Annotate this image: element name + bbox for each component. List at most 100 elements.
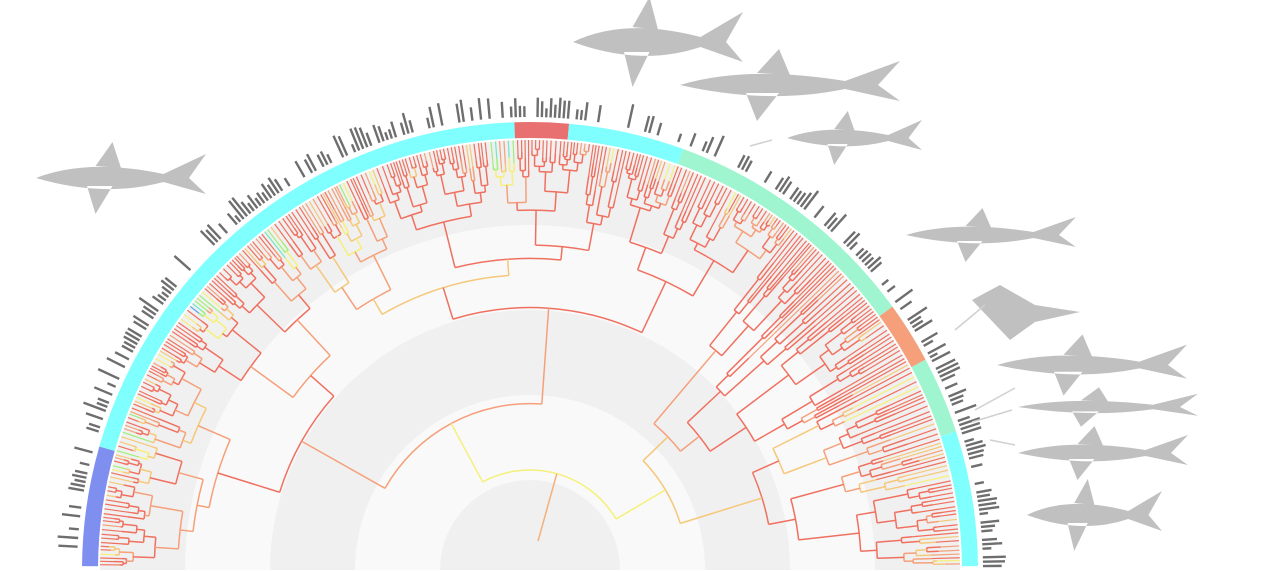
- trait-bar: [737, 154, 746, 169]
- tip-branch: [151, 365, 163, 373]
- branch: [315, 264, 336, 293]
- branch: [709, 311, 738, 347]
- branch: [857, 419, 876, 429]
- tip-branch: [562, 141, 566, 154]
- branch: [885, 484, 905, 491]
- tip-branch: [932, 484, 952, 490]
- tip-branch: [545, 140, 548, 158]
- branch: [494, 169, 498, 178]
- branch: [396, 192, 400, 200]
- branch: [123, 462, 128, 466]
- trait-bar: [643, 115, 651, 133]
- branch: [765, 276, 784, 298]
- trait-bar: [966, 443, 986, 452]
- branch: [815, 404, 840, 419]
- branch: [778, 235, 783, 241]
- branch: [208, 307, 213, 312]
- branch: [910, 503, 923, 508]
- branch: [237, 265, 244, 272]
- tip-branch: [335, 185, 345, 202]
- branch: [475, 160, 478, 168]
- tip-branch: [569, 141, 573, 156]
- tip-branch: [238, 252, 250, 265]
- branch: [919, 495, 932, 500]
- branch: [341, 208, 350, 222]
- branch: [817, 397, 842, 412]
- branch: [742, 295, 766, 322]
- tip-branch: [266, 229, 284, 250]
- tip-branch: [810, 260, 830, 281]
- branch: [316, 237, 331, 260]
- trait-bar: [929, 352, 938, 359]
- tip-branch: [861, 316, 879, 329]
- tip-branch: [930, 553, 960, 556]
- branch: [334, 219, 338, 225]
- trait-bar: [979, 511, 989, 516]
- branch: [381, 238, 388, 250]
- tip-branch: [126, 421, 141, 428]
- tip-branch: [865, 321, 882, 333]
- branch: [229, 274, 233, 278]
- branch: [300, 255, 312, 270]
- branch: [723, 208, 728, 214]
- branch: [896, 525, 918, 529]
- branch: [604, 166, 608, 172]
- branch: [401, 169, 405, 177]
- tip-branch: [769, 216, 776, 226]
- tree-branches: [100, 140, 960, 566]
- branch: [138, 429, 143, 433]
- branch: [161, 402, 167, 406]
- trait-bar: [677, 133, 683, 143]
- branch: [372, 298, 383, 315]
- trait-bar: [74, 446, 93, 454]
- tip-branch: [189, 305, 200, 314]
- branch: [234, 302, 241, 309]
- tip-branch: [342, 182, 353, 202]
- branch: [152, 388, 159, 393]
- branch: [123, 459, 129, 462]
- branch: [931, 511, 942, 515]
- tip-branch: [305, 202, 320, 227]
- branch: [726, 211, 730, 215]
- branch: [832, 347, 843, 356]
- branch: [816, 397, 835, 409]
- branch: [733, 278, 760, 311]
- branch: [191, 326, 199, 333]
- tip-branch: [308, 200, 326, 227]
- branch: [311, 226, 320, 238]
- trait-bar: [428, 106, 436, 128]
- branch: [588, 223, 595, 251]
- tip-branch: [364, 172, 374, 192]
- branch: [721, 325, 750, 357]
- trait-bar: [931, 350, 951, 363]
- tip-branch: [809, 279, 848, 315]
- branch: [554, 153, 557, 163]
- tip-branch: [753, 205, 760, 215]
- branch: [295, 266, 302, 275]
- tip-branch: [108, 486, 114, 489]
- trait-bar: [858, 249, 869, 260]
- trait-bar: [927, 342, 947, 355]
- tip-branch: [360, 174, 370, 194]
- branch: [798, 532, 860, 541]
- branch: [224, 277, 229, 282]
- tip-branch: [636, 154, 642, 169]
- trait-bar: [294, 160, 306, 178]
- branch: [767, 224, 771, 227]
- branch: [414, 163, 417, 168]
- tip-branch: [186, 309, 203, 322]
- branch: [193, 352, 203, 360]
- branch: [595, 186, 603, 216]
- branch: [172, 381, 179, 386]
- tip-branch: [767, 214, 773, 221]
- branch: [658, 203, 662, 209]
- branch: [135, 448, 150, 454]
- branch: [627, 173, 631, 179]
- tip-branch: [123, 427, 137, 434]
- branch: [666, 183, 673, 196]
- tip-branch: [647, 158, 657, 185]
- branch: [849, 367, 858, 374]
- tip-branch: [748, 270, 840, 359]
- tip-branch: [235, 255, 246, 266]
- branch: [157, 374, 164, 380]
